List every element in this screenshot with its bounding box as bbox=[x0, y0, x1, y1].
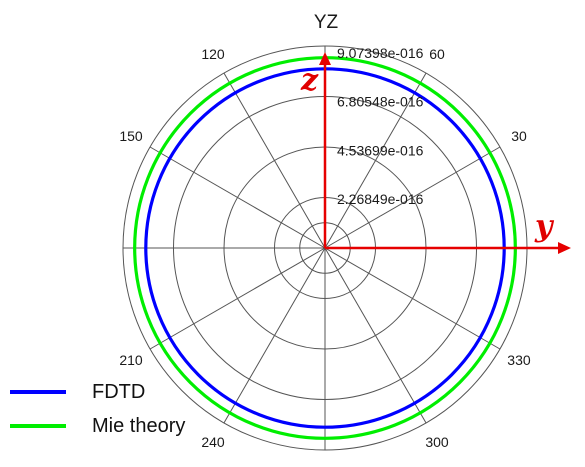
legend-swatch-fdtd bbox=[10, 390, 66, 394]
legend-swatch-mie bbox=[10, 424, 66, 428]
z-axis-label: z bbox=[300, 63, 319, 98]
legend-label-mie: Mie theory bbox=[92, 414, 186, 437]
angle-tick-label: 240 bbox=[201, 434, 225, 450]
y-axis-arrowhead bbox=[558, 242, 571, 254]
axis-arrows: y z bbox=[300, 52, 571, 254]
grid-spoke bbox=[324, 247, 501, 350]
angle-tick-label: 300 bbox=[425, 434, 449, 450]
grid-spoke bbox=[324, 247, 427, 424]
radial-tick-label: 4.53699e-016 bbox=[337, 142, 424, 158]
grid-spoke bbox=[149, 146, 326, 249]
legend-item-fdtd: FDTD bbox=[10, 375, 185, 409]
grid-spoke bbox=[223, 247, 326, 424]
tick-labels: 2.26849e-016 4.53699e-016 6.80548e-016 9.07… bbox=[119, 45, 531, 450]
angle-tick-label: 150 bbox=[119, 128, 143, 144]
legend: FDTD Mie theory bbox=[10, 375, 185, 443]
y-axis-label: y bbox=[534, 209, 555, 244]
z-axis-arrowhead bbox=[319, 52, 331, 65]
grid-spoke bbox=[324, 72, 427, 249]
grid-spoke bbox=[223, 72, 326, 249]
radial-tick-label: 9.07398e-016 bbox=[337, 45, 424, 61]
angle-tick-label: 210 bbox=[119, 352, 143, 368]
legend-item-mie: Mie theory bbox=[10, 409, 185, 443]
angle-tick-label: 60 bbox=[429, 46, 445, 62]
angle-tick-label: 120 bbox=[201, 46, 225, 62]
angle-tick-label: 330 bbox=[507, 352, 531, 368]
angle-tick-label: 30 bbox=[511, 128, 527, 144]
chart-title: YZ bbox=[314, 12, 339, 33]
grid-spoke bbox=[324, 146, 501, 249]
radial-tick-label: 2.26849e-016 bbox=[337, 191, 424, 207]
radial-tick-label: 6.80548e-016 bbox=[337, 94, 424, 110]
legend-label-fdtd: FDTD bbox=[92, 380, 146, 403]
grid-spoke bbox=[149, 247, 326, 350]
